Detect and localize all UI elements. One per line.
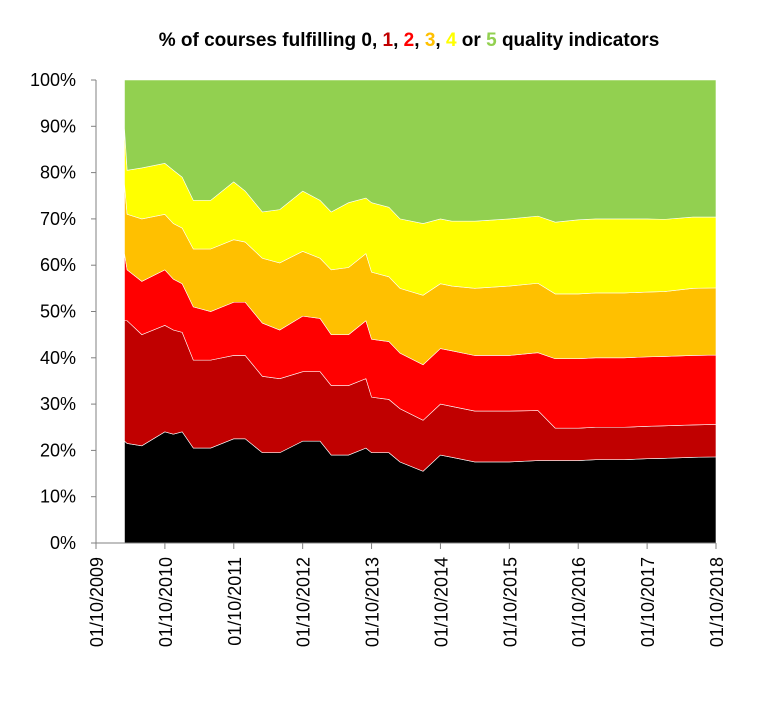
x-tick-label: 01/10/2014	[431, 557, 451, 647]
y-tick-label: 10%	[40, 487, 76, 507]
chart-title: % of courses fulfilling 0, 1, 2, 3, 4 or…	[0, 30, 758, 52]
area-series-5	[124, 79, 717, 224]
stacked-areas	[124, 79, 717, 544]
chart-title-part: 5	[486, 30, 497, 51]
y-tick-label: 90%	[40, 116, 76, 136]
chart-title-part: 1	[382, 30, 394, 51]
axes	[91, 79, 717, 549]
y-tick-label: 100%	[30, 70, 76, 90]
x-tick-label: 01/10/2016	[569, 557, 589, 647]
x-tick-labels: 01/10/2009 01/10/2010 01/10/2011 01/10/2012…	[87, 557, 727, 647]
x-tick-label: 01/10/2015	[500, 557, 520, 647]
y-tick-label: 70%	[40, 209, 76, 229]
y-tick-label: 20%	[40, 440, 76, 460]
x-tick-label: 01/10/2010	[156, 557, 176, 647]
x-tick-label: 01/10/2011	[225, 557, 245, 646]
x-tick-label: 01/10/2013	[363, 557, 383, 647]
chart-title-part: ,	[393, 30, 404, 51]
y-tick-labels: 0% 10% 20% 30% 40% 50% 60% 70% 80% 90% 100%	[30, 70, 76, 553]
x-tick-label: 01/10/2009	[87, 557, 107, 647]
x-tick-label: 01/10/2012	[294, 557, 314, 647]
y-tick-label: 80%	[40, 163, 76, 183]
chart-title-part: ,	[414, 30, 425, 51]
y-tick-label: 60%	[40, 255, 76, 275]
chart-title-part: quality indicators	[496, 30, 660, 51]
x-tick-label: 01/10/2018	[707, 557, 727, 647]
y-tick-label: 40%	[40, 348, 76, 368]
x-tick-label: 01/10/2017	[638, 557, 658, 647]
chart-title-part: ,	[435, 30, 446, 51]
chart-title-part: % of courses fulfilling 0,	[158, 30, 383, 51]
y-tick-label: 30%	[40, 394, 76, 414]
chart-title-part: 4	[445, 30, 457, 51]
chart-title-part: 2	[403, 30, 415, 51]
y-tick-label: 0%	[50, 533, 76, 553]
y-tick-label: 50%	[40, 302, 76, 322]
chart-title-part: 3	[424, 30, 436, 51]
chart-title-part: or	[456, 30, 487, 51]
